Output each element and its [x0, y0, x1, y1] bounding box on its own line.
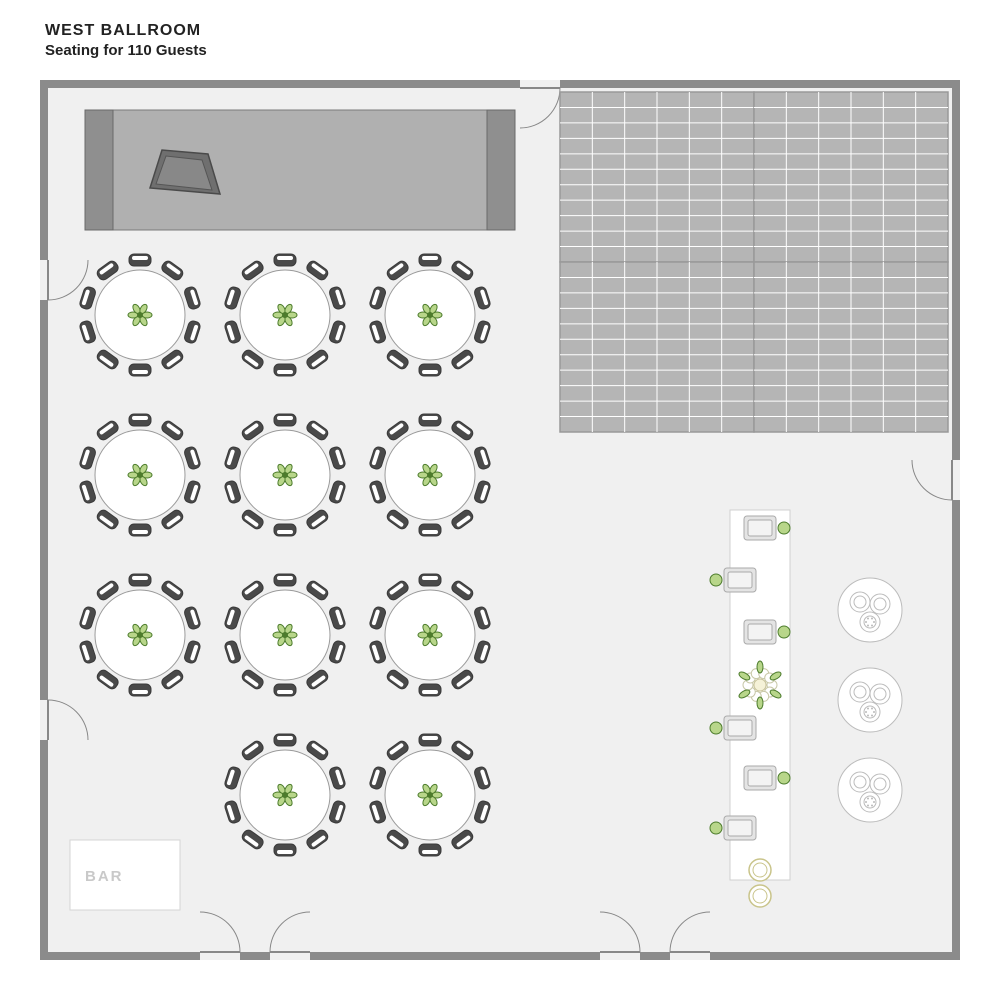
- round-table: [369, 254, 492, 376]
- floor-plan: BAR: [40, 80, 960, 960]
- round-table: [224, 254, 347, 376]
- round-table: [224, 734, 347, 856]
- room-title: WEST BALLROOM: [45, 22, 207, 40]
- round-table: [224, 414, 347, 536]
- svg-text:BAR: BAR: [85, 868, 124, 885]
- round-table: [369, 734, 492, 856]
- room-subtitle: Seating for 110 Guests: [45, 42, 207, 59]
- round-table: [79, 414, 202, 536]
- round-table: [224, 574, 347, 696]
- round-table: [79, 254, 202, 376]
- round-table: [79, 574, 202, 696]
- title-block: WEST BALLROOM Seating for 110 Guests: [45, 22, 207, 59]
- round-table: [369, 574, 492, 696]
- round-table: [369, 414, 492, 536]
